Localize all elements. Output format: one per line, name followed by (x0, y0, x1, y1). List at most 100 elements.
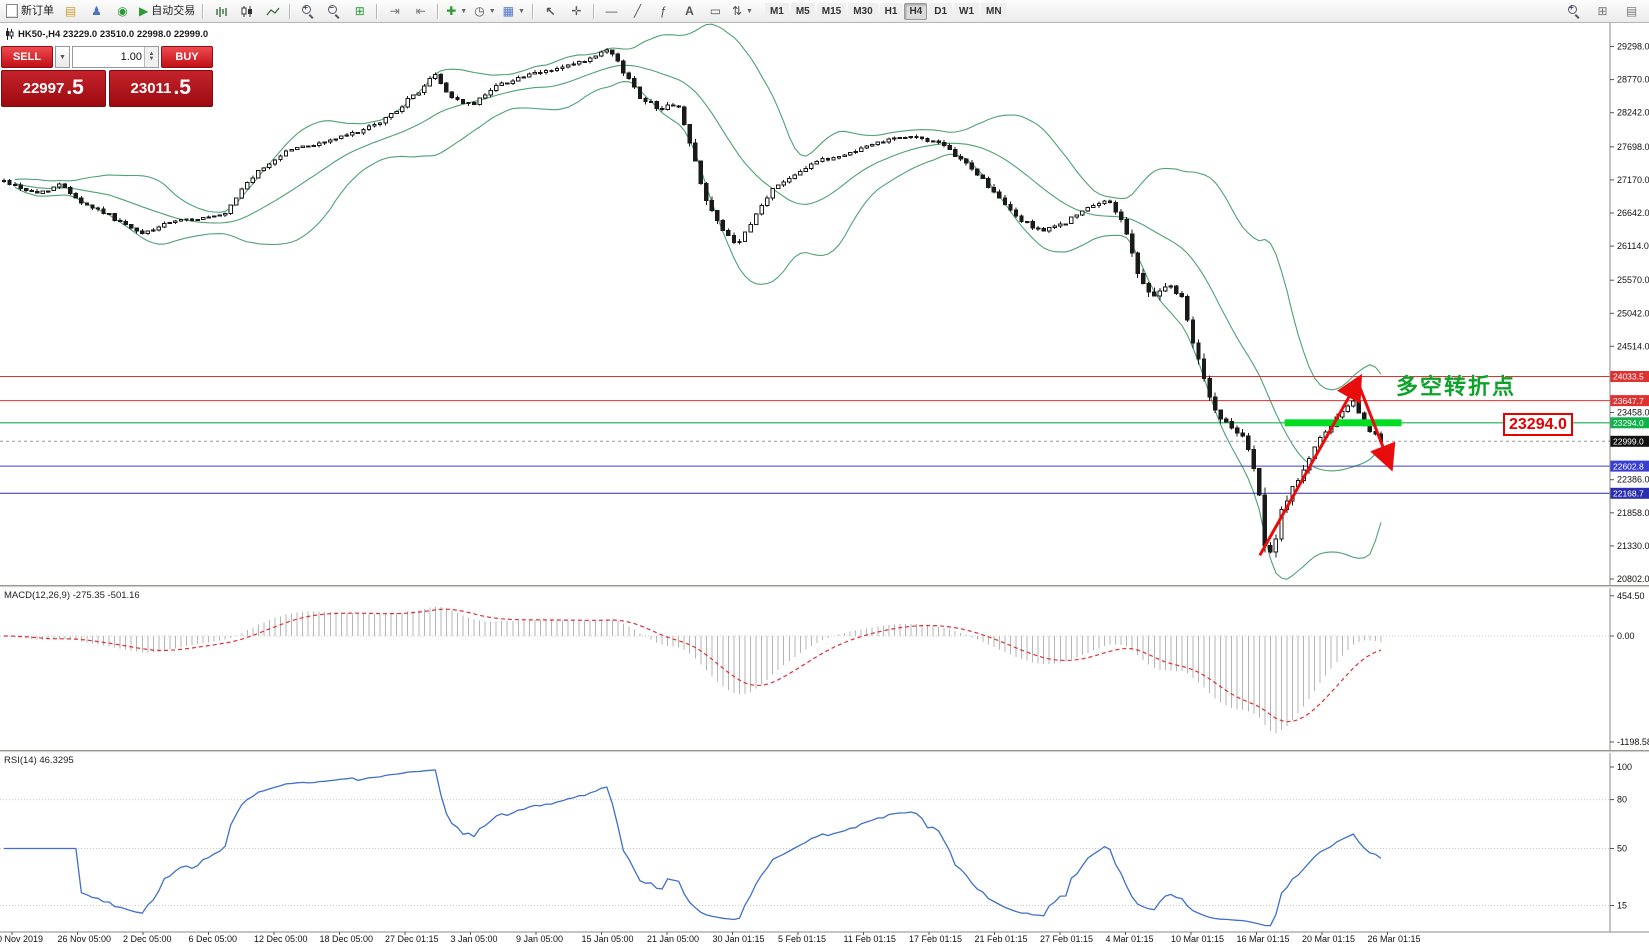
svg-text:21 Jan 05:00: 21 Jan 05:00 (647, 934, 699, 944)
svg-text:22168.7: 22168.7 (1613, 489, 1644, 499)
trendline-tool[interactable]: ╱ (633, 4, 642, 18)
volume-input[interactable]: 1.00 ▲ ▼ (72, 46, 159, 68)
clock-icon: ◷ (474, 4, 485, 18)
chevron-down-icon: ▼ (460, 7, 468, 15)
window-list-icon[interactable]: ▤ (1625, 4, 1638, 18)
timeframe-w1-button[interactable]: W1 (954, 2, 980, 20)
svg-text:18 Dec 05:00: 18 Dec 05:00 (320, 934, 374, 944)
cursor-tool[interactable]: ↖ (545, 4, 556, 18)
buy-price-main: 23011 (130, 80, 172, 97)
svg-text:20 Nov 2019: 20 Nov 2019 (0, 934, 43, 944)
sell-price-button[interactable]: 22997 .5 (1, 70, 106, 107)
spinner-down-icon[interactable]: ▼ (148, 56, 155, 62)
svg-text:20 Mar 01:15: 20 Mar 01:15 (1302, 934, 1355, 944)
add-indicator-button[interactable]: ✚ ▼ (443, 1, 470, 22)
svg-text:21330.0: 21330.0 (1617, 541, 1649, 551)
timeframe-m1-button[interactable]: M1 (764, 2, 789, 20)
svg-text:100: 100 (1617, 762, 1632, 772)
timeframe-h1-button[interactable]: H1 (879, 2, 903, 20)
svg-text:26114.0: 26114.0 (1617, 241, 1649, 251)
svg-text:3 Jan 05:00: 3 Jan 05:00 (451, 934, 498, 944)
shapes-tool[interactable]: ▭ (709, 4, 722, 18)
zoom-in-icon[interactable]: + (295, 1, 320, 22)
tile-windows-icon[interactable]: ⊞ (354, 4, 365, 18)
periods-button[interactable]: ◷ ▼ (471, 1, 498, 22)
search-icon[interactable]: + (1561, 1, 1586, 22)
auto-trading-label: 自动交易 (151, 4, 196, 17)
timeframe-m5-button[interactable]: M5 (790, 2, 815, 20)
autotrade-play-icon: ▶ (139, 4, 149, 18)
crosshair-tool[interactable]: ✛ (571, 4, 582, 18)
timeframe-mn-button[interactable]: MN (981, 2, 1007, 20)
new-order-label: 新订单 (21, 4, 54, 17)
bar-chart-icon[interactable] (208, 1, 233, 22)
svg-text:27170.0: 27170.0 (1617, 175, 1649, 185)
one-click-price-row: 22997 .5 23011 .5 (1, 70, 213, 107)
timeframe-group: M1 M5 M15 M30 H1 H4 D1 W1 MN (764, 2, 1007, 20)
svg-text:25042.0: 25042.0 (1617, 308, 1649, 318)
one-click-trading-panel: SELL ▼ 1.00 ▲ ▼ BUY 22997 .5 23011 .5 (1, 46, 213, 107)
svg-text:30 Jan 01:15: 30 Jan 01:15 (713, 934, 765, 944)
templates-button[interactable]: ▦ ▼ (500, 1, 528, 22)
arrows-icon: ⇅ (731, 4, 742, 18)
svg-text:17 Feb 01:15: 17 Feb 01:15 (909, 934, 962, 944)
volume-spinner[interactable]: ▲ ▼ (144, 47, 158, 67)
auto-scroll-icon[interactable]: ⇥ (389, 4, 400, 18)
svg-text:10 Mar 01:15: 10 Mar 01:15 (1171, 934, 1224, 944)
buy-price-button[interactable]: 23011 .5 (108, 70, 213, 107)
search-glyph: + (1567, 4, 1581, 18)
svg-text:26 Nov 05:00: 26 Nov 05:00 (58, 934, 112, 944)
profiles-icon[interactable]: ▤ (64, 4, 77, 18)
candlestick-chart-icon[interactable] (234, 1, 259, 22)
symbol-ohlc-text: HK50-,H4 23229.0 23510.0 22998.0 22999.0 (18, 28, 209, 40)
svg-text:29298.0: 29298.0 (1617, 42, 1649, 52)
volume-value: 1.00 (120, 51, 142, 63)
svg-text:26642.0: 26642.0 (1617, 208, 1649, 218)
separator (592, 3, 595, 19)
turning-point-annotation: 多空转折点 (1396, 374, 1517, 399)
volume-dropdown-button[interactable]: ▼ (55, 46, 70, 68)
timeframe-h4-button[interactable]: H4 (904, 2, 928, 20)
auto-trading-button[interactable]: ▶ 自动交易 (136, 2, 198, 21)
svg-text:22602.8: 22602.8 (1613, 461, 1644, 471)
separator (376, 3, 379, 19)
line-chart-icon[interactable] (260, 1, 285, 22)
horizontal-line-tool[interactable]: — (605, 4, 618, 18)
timeframe-m30-button[interactable]: M30 (848, 2, 878, 20)
new-order-button[interactable]: 新订单 (3, 2, 57, 21)
chevron-down-icon: ▼ (518, 7, 525, 15)
market-depth-icon[interactable]: ♟ (91, 4, 102, 18)
text-tool[interactable]: A (685, 4, 694, 18)
fibonacci-tool[interactable]: ƒ (660, 4, 667, 18)
chart-shift-icon[interactable]: ⇤ (415, 4, 426, 18)
arrows-tool[interactable]: ⇅ ▼ (729, 1, 756, 22)
svg-text:24514.0: 24514.0 (1617, 341, 1649, 351)
zoom-in-glyph: + (301, 4, 315, 18)
buy-price-frac: .5 (173, 75, 191, 99)
toolbar-right-icons: + ⊞ ▤ (1561, 1, 1646, 22)
new-window-icon[interactable]: ⊞ (1597, 4, 1608, 18)
svg-text:26 Mar 01:15: 26 Mar 01:15 (1368, 934, 1421, 944)
zoom-out-icon[interactable]: − (321, 1, 346, 22)
spinner-up-icon[interactable]: ▲ (148, 51, 155, 57)
buy-button[interactable]: BUY (161, 46, 213, 68)
svg-text:15: 15 (1617, 901, 1627, 911)
metaquotes-community-icon[interactable]: ◉ (117, 4, 128, 18)
sell-button[interactable]: SELL (1, 46, 53, 68)
svg-text:25570.0: 25570.0 (1617, 275, 1649, 285)
svg-text:27 Feb 01:15: 27 Feb 01:15 (1040, 934, 1093, 944)
svg-text:4 Mar 01:15: 4 Mar 01:15 (1106, 934, 1154, 944)
svg-text:80: 80 (1617, 795, 1627, 805)
svg-text:22386.0: 22386.0 (1617, 475, 1649, 485)
separator (437, 3, 440, 19)
chevron-down-icon: ▼ (746, 7, 753, 15)
separator (202, 3, 205, 19)
svg-text:27 Dec 01:15: 27 Dec 01:15 (385, 934, 439, 944)
svg-text:27698.0: 27698.0 (1617, 142, 1649, 152)
timeframe-d1-button[interactable]: D1 (929, 2, 953, 20)
svg-text:21858.0: 21858.0 (1617, 508, 1649, 518)
timeframe-m15-button[interactable]: M15 (816, 2, 847, 20)
svg-text:6 Dec 05:00: 6 Dec 05:00 (189, 934, 238, 944)
one-click-top-row: SELL ▼ 1.00 ▲ ▼ BUY (1, 46, 213, 68)
